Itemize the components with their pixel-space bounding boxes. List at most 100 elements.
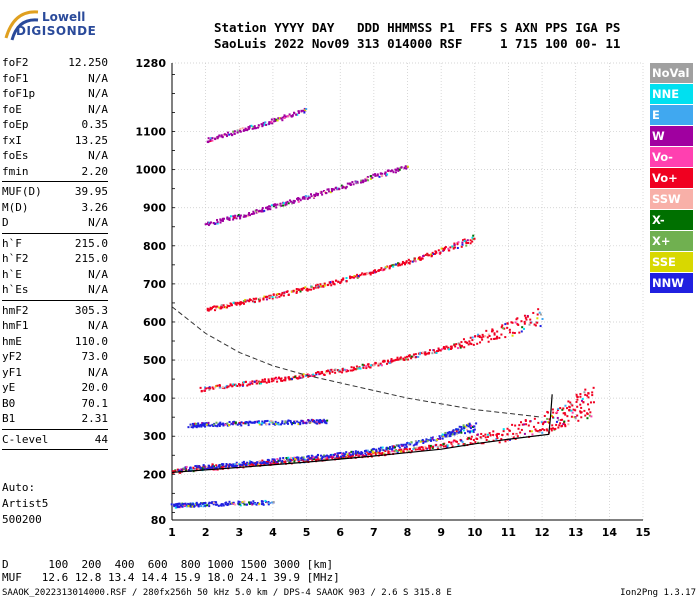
echo-point [389,170,392,173]
echo-point [200,425,203,428]
echo-point [241,127,244,130]
echo-point [356,180,359,183]
echo-point [428,447,431,450]
echo-point [324,420,327,423]
echo-point [192,467,195,470]
echo-point [258,502,261,505]
echo-point [455,428,458,431]
echo-point [193,504,196,507]
echo-point [391,450,394,453]
logo-text-digisonde: DIGISONDE [16,24,97,38]
echo-point [306,287,309,290]
echo-point [215,421,218,424]
echo-point [290,423,293,426]
echo-point [512,432,515,435]
echo-point [278,459,281,462]
echo-point [178,471,181,474]
echo-point [265,123,268,126]
echo-point [339,282,342,285]
param-value: N/A [88,283,108,296]
echo-point [214,309,217,312]
echo-point [392,171,395,174]
trace-3 [206,234,476,312]
echo-point [579,395,582,398]
echo-point [416,446,419,449]
echo-point [321,372,324,375]
echo-point [466,341,469,344]
echo-point [473,428,476,431]
param-name: B0 [2,396,16,410]
echo-point [256,211,259,214]
echo-point [206,504,209,507]
echo-point [584,393,587,396]
echo-point [450,345,453,348]
echo-point [253,300,256,303]
echo-point [494,337,497,340]
echo-point [241,464,244,467]
echo-point [563,420,566,423]
echo-point [520,421,523,424]
param-name: foF2 [2,56,29,69]
echo-point [301,197,304,200]
echo-point [304,374,307,377]
echo-point [536,317,539,320]
echo-point [486,435,489,438]
echo-point [574,417,577,420]
echo-point [292,201,295,204]
echo-point [236,129,239,132]
echo-point [227,464,230,467]
echo-point [379,268,382,271]
echo-point [352,183,355,186]
echo-point [408,354,411,357]
echo-point [439,436,442,439]
echo-point [193,425,196,428]
echo-point [254,127,257,130]
echo-point [563,421,566,424]
echo-point [511,321,514,324]
echo-point [336,455,339,458]
echo-point [268,297,271,300]
logo-emblem-icon [4,10,39,41]
param-name: MUF(D) [2,185,42,198]
echo-point [369,450,372,453]
echo-point [292,458,295,461]
param-row: hmF2 305.3 [2,303,108,319]
echo-point [448,249,451,252]
echo-point [518,424,521,427]
y-tick-label: 200 [143,468,166,481]
echo-point [344,456,347,459]
param-name: yF1 [2,365,22,379]
echo-point [238,129,241,132]
echo-point [283,114,286,117]
echo-point [445,435,448,438]
echo-point [207,387,210,390]
echo-point [208,424,211,427]
echo-point [205,467,208,470]
echo-point [460,428,463,431]
echo-point [284,203,287,206]
echo-point [335,456,338,459]
echo-point [255,297,258,300]
echo-point [471,240,474,243]
echo-point [320,420,323,423]
echo-point [487,340,490,343]
echo-point [341,371,344,374]
echo-point [296,459,299,462]
echo-point [350,450,353,453]
echo-point [302,375,305,378]
echo-point [329,282,332,285]
echo-point [214,424,217,427]
echo-point [228,218,231,221]
echo-point [248,460,251,463]
echo-point [211,501,214,504]
echo-point [236,384,239,387]
echo-point [205,465,208,468]
echo-point [406,358,409,361]
echo-point [288,378,291,381]
echo-point [462,429,465,432]
echo-point [587,403,590,406]
echo-point [383,268,386,271]
echo-point [190,424,193,427]
echo-point [457,444,460,447]
echo-point [432,253,435,256]
